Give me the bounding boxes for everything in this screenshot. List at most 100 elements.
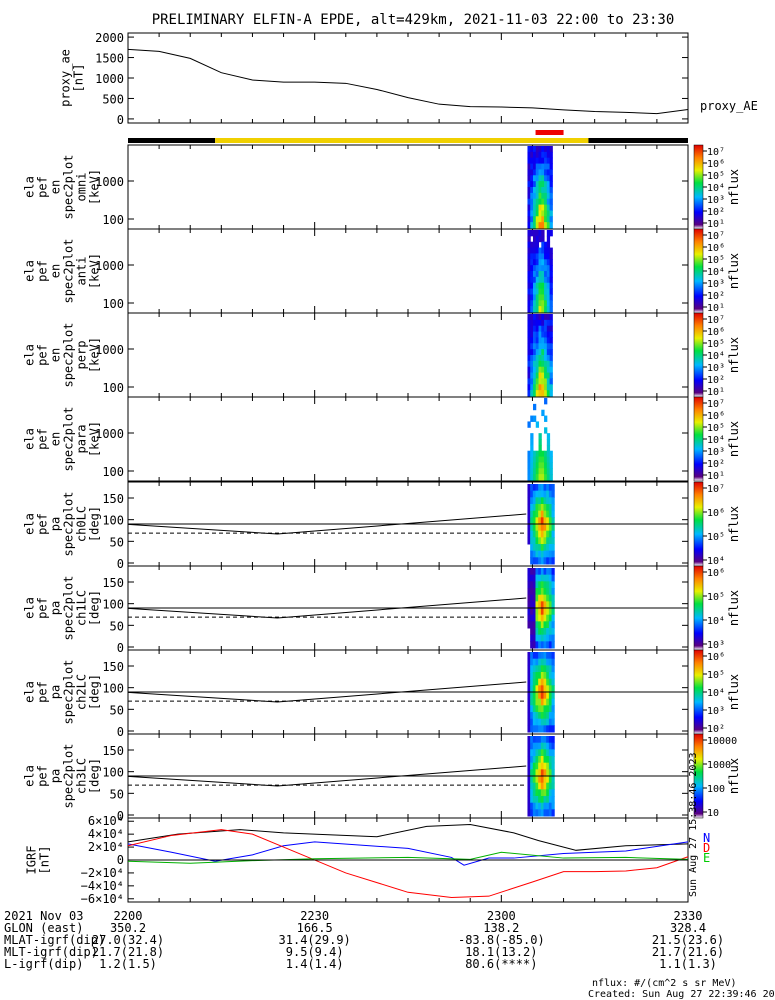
energy-panel-2-spec-cell [550, 361, 553, 367]
pa-panel-3-spec-cell [552, 789, 555, 796]
energy-panel-0-cbar-label: 10³ [707, 195, 725, 206]
igrf-series-line-2 [128, 830, 688, 898]
pa-panel-1-colorbar [694, 566, 703, 650]
pa-panel-1-cbar-label: 10⁶ [707, 568, 725, 579]
pa-panel-3-ytick-label: 50 [110, 787, 124, 801]
pa-panel-2-ytick-label: 100 [102, 682, 124, 696]
pa-panel-2-ylabel-line: pa [49, 685, 63, 699]
energy-panel-3-spec-cell [547, 445, 550, 451]
energy-panel-2-spec-cell [550, 326, 553, 332]
pa-panel-2-cbar-label: 10² [707, 724, 725, 735]
pa-panel-3-spec-cell [552, 783, 555, 790]
energy-panel-1-spec-cell [527, 236, 530, 242]
time-table-row-label: L-igrf(dip) [4, 957, 83, 971]
pa-panel-3-ylabel-line: ela [23, 765, 37, 787]
pa-panel-3-ylabel: elapefpaspec2plotch3LC[deg] [23, 743, 102, 808]
energy-panel-3-spec-cell [541, 410, 544, 416]
energy-panel-1-ylabel-line: spec2plot [62, 238, 76, 303]
pa-panel-0-ylabel-line: pef [36, 513, 50, 535]
pa-panel-1-spec-cell [552, 615, 555, 622]
pa-panel-2-ylabel: elapefpaspec2plotch2LC[deg] [23, 659, 102, 724]
time-table-cell: 1.4(1.4) [286, 957, 344, 971]
pa-panel-0-spec-cell [552, 551, 555, 558]
pa-panel-3-spec-cell [552, 749, 555, 756]
pa-panel-2-colorbar [694, 650, 703, 734]
ae-ytick-label: 1500 [95, 52, 124, 66]
time-table-cell: 1.2(1.5) [99, 957, 157, 971]
energy-panel-1-colorbar [694, 229, 703, 313]
pa-panel-1-spec-cell [552, 568, 555, 575]
pa-panel-0-spec-cell [552, 517, 555, 524]
energy-panel-2-spec-cell [550, 390, 553, 396]
energy-panel-2-spec-cell [550, 337, 553, 343]
energy-panel-2-cbar-label: 10⁶ [707, 327, 725, 338]
energy-panel-3-spec-cell [530, 439, 533, 445]
pa-panel-2-ytick-label: 150 [102, 660, 124, 674]
energy-panel-3-cbar-label: 10² [707, 459, 725, 470]
pa-panel-0-cbar-label: 10⁶ [707, 508, 725, 519]
pa-panel-2-ylabel-line: ch2LC [75, 674, 89, 710]
energy-panel-2-ylabel-line: spec2plot [62, 322, 76, 387]
igrf-series-line-0 [128, 824, 688, 850]
energy-panel-1-spec-cell [550, 259, 553, 265]
energy-panel-2-ylabel-line: en [49, 348, 63, 362]
energy-panel-1-zlabel: nflux [727, 253, 741, 289]
energy-panel-3-spec-cell [547, 439, 550, 445]
energy-panel-2-ytick-label: 100 [102, 381, 124, 395]
igrf-ytick-label: −2×10⁴ [81, 866, 124, 880]
energy-panel-3-spec-cell [544, 427, 547, 433]
energy-panel-3-ylabel-line: ela [23, 428, 37, 450]
energy-panel-3-spec-cell [544, 398, 547, 404]
pa-panel-1-cbar-label: 10³ [707, 640, 725, 651]
energy-panel-3-ytick-label: 100 [102, 465, 124, 479]
pa-panel-2-spec-cell [552, 692, 555, 699]
pa-panel-3-cbar-label: 10000 [707, 736, 737, 747]
pa-panel-0-ytick-label: 100 [102, 514, 124, 528]
energy-panel-2-ylabel-line: [keV] [88, 337, 102, 373]
pa-panel-3-ylabel-line: pa [49, 769, 63, 783]
pa-panel-2-spec-cell [552, 699, 555, 706]
pa-panel-0-ytick-label: 0 [117, 557, 124, 571]
pa-panel-2-cbar-label: 10⁶ [707, 652, 725, 663]
pa-panel-2-spec-cell [552, 679, 555, 686]
pa-panel-0-ylabel-line: ela [23, 513, 37, 535]
energy-panel-2-spec-cell [550, 384, 553, 390]
energy-panel-3-spec-cell [550, 457, 553, 463]
pa-panel-1-cbar-label: 10⁵ [707, 592, 725, 603]
pa-panel-1-ytick-label: 0 [117, 641, 124, 655]
pa-panel-2-ylabel-line: [deg] [88, 674, 102, 710]
time-table-cell: 1.1(1.3) [659, 957, 717, 971]
energy-panel-2-zlabel: nflux [727, 337, 741, 373]
pa-panel-2-ylabel-line: spec2plot [62, 659, 76, 724]
pa-panel-0-ylabel-line: ch0LC [75, 506, 89, 542]
energy-panel-3-spec-cell [544, 416, 547, 422]
energy-panel-3-colorbar [694, 397, 703, 481]
energy-panel-0-spec-cell [550, 152, 553, 158]
pa-panel-0-cbar-label: 10⁷ [707, 484, 725, 495]
energy-panel-0-ylabel-line: en [49, 180, 63, 194]
time-table-cell: 80.6(****) [465, 957, 537, 971]
pa-panel-2-spec-cell [552, 719, 555, 726]
energy-panel-1-spec-cell [550, 283, 553, 289]
energy-panel-1-ylabel-line: en [49, 264, 63, 278]
pa-panel-2-cbar-label: 10³ [707, 706, 725, 717]
igrf-series-line-1 [128, 842, 688, 865]
energy-panel-2-colorbar [694, 313, 703, 397]
energy-panel-2-spec-cell [550, 378, 553, 384]
energy-panel-1-cbar-label: 10² [707, 291, 725, 302]
pa-panel-1-ylabel: elapefpaspec2plotch1LC[deg] [23, 575, 102, 640]
energy-panel-2-ylabel-line: pef [36, 344, 50, 366]
pa-panel-1-zlabel: nflux [727, 590, 741, 626]
energy-panel-0-spec-cell [550, 158, 553, 164]
pa-panel-2-spec-cell [552, 665, 555, 672]
energy-panel-3-cbar-label: 10¹ [707, 471, 725, 482]
energy-panel-1-spec-cell [550, 277, 553, 283]
pa-panel-1-spec-cell [552, 641, 555, 648]
pa-panel-1-ytick-label: 100 [102, 598, 124, 612]
energy-panel-1-spec-cell [550, 300, 553, 306]
pa-panel-1-ylabel-line: [deg] [88, 590, 102, 626]
energy-panel-3-spec-cell [539, 445, 542, 451]
pa-panel-2-ytick-label: 50 [110, 703, 124, 717]
science-zone-marker [536, 130, 564, 135]
energy-panel-1-spec-cell [541, 230, 544, 236]
